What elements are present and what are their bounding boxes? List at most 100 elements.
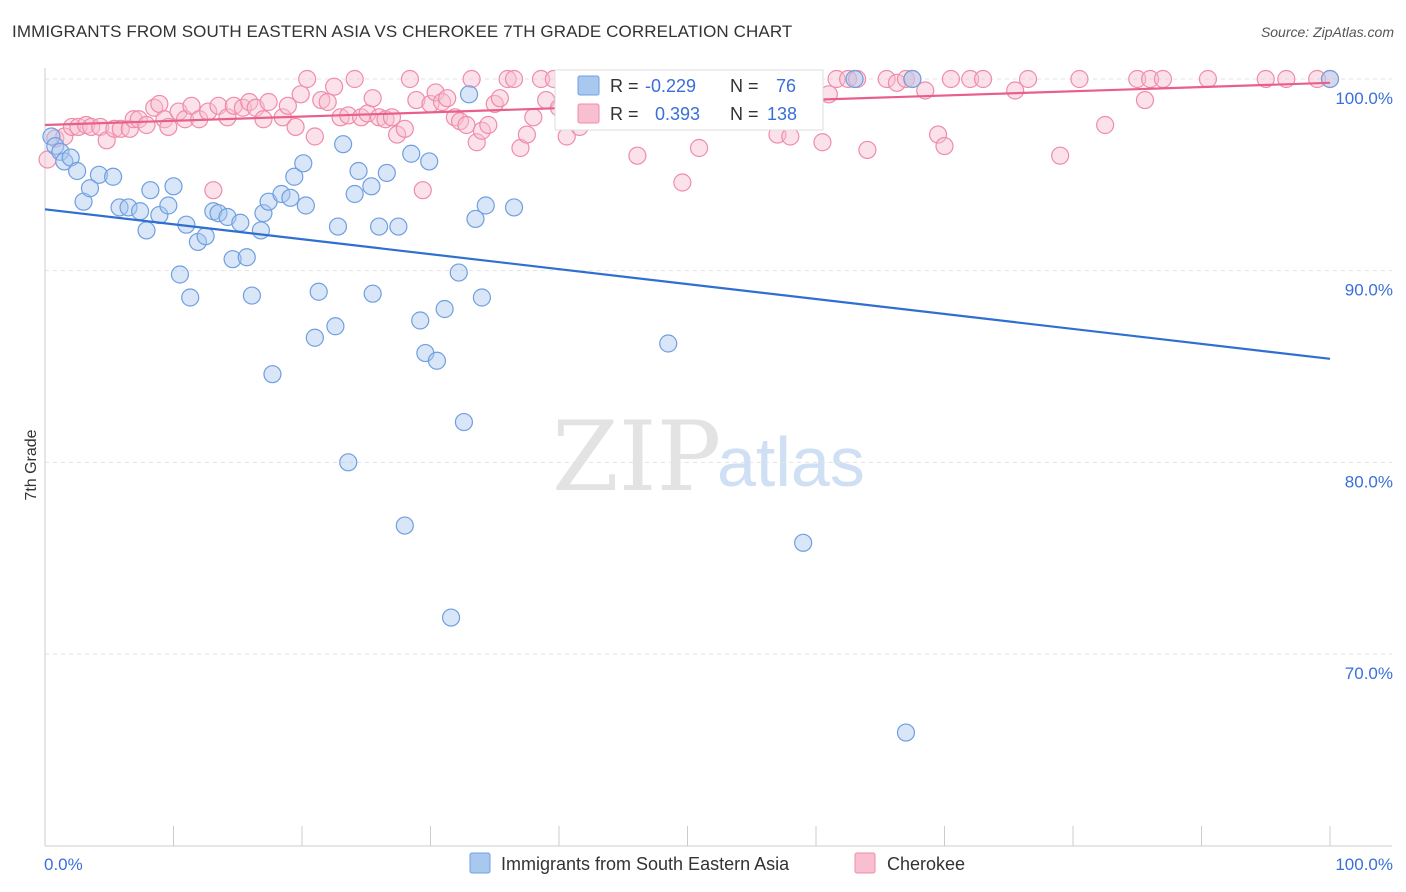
data-point-blue <box>328 217 348 236</box>
data-point-pink <box>517 125 536 144</box>
data-point-blue <box>159 196 178 215</box>
data-point-pink <box>426 83 445 102</box>
data-point-blue <box>420 152 439 171</box>
data-point-pink <box>467 133 486 152</box>
data-point-blue <box>896 723 916 742</box>
data-point-blue <box>794 533 813 552</box>
data-point-pink <box>224 96 243 115</box>
data-point-blue <box>659 334 678 353</box>
data-point-pink <box>689 138 709 158</box>
data-point-blue <box>46 136 65 156</box>
data-point-blue <box>363 284 382 303</box>
watermark-zip: ZIP <box>552 401 721 513</box>
x-tick-labels: 0.0% 100.0% <box>44 855 1393 874</box>
stats-box: R = -0.229 N = 76 R = 0.393 N = 138 <box>554 69 824 131</box>
data-point-blue <box>272 184 291 204</box>
data-point-blue <box>242 286 261 305</box>
stats-n-label-2: N = <box>730 104 759 124</box>
data-point-pink <box>137 115 156 135</box>
data-point-pink <box>62 117 82 137</box>
data-point-blue <box>164 177 183 196</box>
data-point-blue <box>281 188 300 207</box>
data-point-pink <box>490 89 509 108</box>
data-point-pink <box>524 108 543 127</box>
data-point-blue <box>130 202 150 221</box>
y-tick-label: 90.0% <box>1345 281 1393 300</box>
data-point-blue <box>294 154 313 173</box>
data-point-blue <box>411 311 430 330</box>
data-point-blue <box>51 142 70 161</box>
data-point-pink <box>298 69 317 89</box>
data-point-pink <box>325 77 344 96</box>
data-point-pink <box>407 90 426 110</box>
data-point-blue <box>377 163 396 183</box>
data-point-pink <box>254 110 273 129</box>
data-point-blue <box>223 250 242 269</box>
data-point-blue <box>504 198 524 217</box>
data-point-blue <box>104 167 123 186</box>
stats-r-label-2: R = <box>610 104 639 124</box>
y-tick-label: 70.0% <box>1345 664 1393 683</box>
data-point-blue <box>334 135 353 154</box>
data-point-pink <box>961 69 980 89</box>
stats-n-label-1: N = <box>730 76 759 96</box>
data-point-pink <box>896 69 916 89</box>
data-point-blue <box>326 317 345 336</box>
data-point-blue <box>89 165 109 184</box>
data-point-blue <box>402 144 421 163</box>
data-point-pink <box>105 119 124 138</box>
data-point-pink <box>291 85 310 104</box>
stats-r-value-2: 0.393 <box>655 104 700 124</box>
data-point-pink <box>150 94 169 114</box>
data-point-blue <box>231 213 250 232</box>
data-point-pink <box>1128 69 1147 89</box>
data-point-blue <box>362 177 381 196</box>
data-point-blue <box>466 209 485 229</box>
data-point-pink <box>498 69 517 89</box>
data-point-blue <box>427 351 447 370</box>
data-point-blue <box>349 161 368 181</box>
data-point-pink <box>813 133 832 152</box>
data-point-blue <box>903 69 922 89</box>
data-point-pink <box>1140 69 1160 89</box>
data-point-pink <box>1153 69 1173 89</box>
data-point-pink <box>781 127 800 146</box>
data-point-blue <box>472 288 491 307</box>
data-point-blue <box>449 263 468 282</box>
axes <box>44 68 1392 847</box>
data-point-blue <box>454 412 474 432</box>
data-point-blue <box>237 248 256 267</box>
data-point-pink <box>318 92 337 112</box>
data-point-blue <box>251 221 270 240</box>
data-point-blue <box>339 453 358 472</box>
stats-swatch-blue <box>577 75 600 96</box>
data-point-pink <box>159 117 178 137</box>
data-point-pink <box>858 140 877 160</box>
data-point-blue <box>435 299 454 319</box>
data-point-blue <box>459 85 479 104</box>
data-point-blue <box>441 608 461 627</box>
data-point-blue <box>141 181 160 200</box>
data-point-blue <box>370 217 389 236</box>
legend-swatch-pink <box>854 852 876 874</box>
data-point-blue <box>345 184 364 204</box>
data-point-pink <box>973 69 993 89</box>
x-tick-label: 100.0% <box>1335 855 1393 874</box>
data-point-pink <box>218 108 237 127</box>
data-point-pink <box>928 125 948 144</box>
data-point-blue <box>209 204 228 223</box>
data-point-blue <box>309 282 328 301</box>
stats-n-value-1: 76 <box>776 76 796 96</box>
y-tick-labels: 70.0% 80.0% 90.0% 100.0% <box>1335 89 1393 683</box>
legend-label-pink: Cherokee <box>887 854 965 874</box>
data-point-blue <box>395 516 414 535</box>
y-tick-label: 80.0% <box>1345 472 1393 491</box>
data-point-blue <box>170 265 190 284</box>
data-point-blue <box>305 328 324 347</box>
data-point-pink <box>259 92 278 112</box>
data-point-pink <box>935 136 954 156</box>
data-point-pink <box>1006 81 1025 100</box>
data-point-blue <box>181 288 200 307</box>
legend-swatch-blue <box>469 852 491 874</box>
